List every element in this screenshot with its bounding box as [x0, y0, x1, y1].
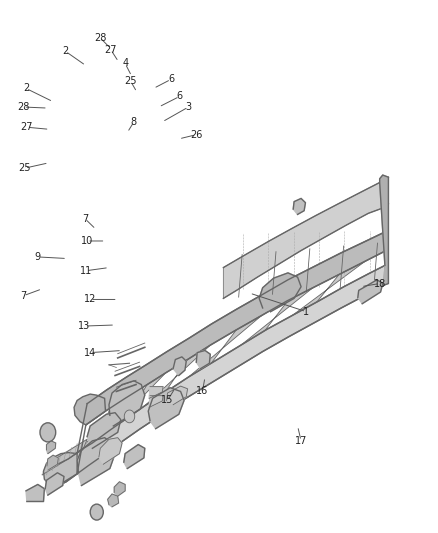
- Polygon shape: [46, 441, 56, 454]
- Polygon shape: [77, 438, 115, 486]
- Polygon shape: [148, 387, 184, 429]
- Text: 13: 13: [78, 321, 91, 331]
- Text: 26: 26: [190, 130, 202, 140]
- Text: 18: 18: [374, 279, 386, 288]
- Polygon shape: [141, 324, 212, 429]
- Polygon shape: [43, 453, 77, 487]
- Text: 28: 28: [17, 102, 30, 112]
- Polygon shape: [109, 381, 145, 426]
- Text: 27: 27: [21, 122, 33, 132]
- Polygon shape: [42, 439, 87, 475]
- Text: 16: 16: [196, 386, 208, 397]
- Polygon shape: [223, 177, 389, 298]
- Polygon shape: [86, 232, 385, 425]
- Text: 2: 2: [62, 46, 68, 56]
- Polygon shape: [149, 386, 163, 398]
- Text: 8: 8: [131, 117, 137, 127]
- Text: 15: 15: [161, 395, 174, 406]
- Polygon shape: [166, 386, 187, 405]
- Circle shape: [124, 410, 135, 423]
- Text: 7: 7: [82, 214, 88, 224]
- Polygon shape: [173, 357, 186, 375]
- Circle shape: [40, 423, 56, 442]
- Polygon shape: [196, 351, 210, 368]
- Polygon shape: [259, 273, 301, 312]
- Polygon shape: [45, 473, 64, 495]
- Text: 9: 9: [35, 252, 41, 262]
- Polygon shape: [380, 175, 389, 285]
- Text: 6: 6: [177, 91, 183, 101]
- Polygon shape: [358, 280, 383, 304]
- Polygon shape: [124, 445, 145, 469]
- Polygon shape: [289, 241, 366, 337]
- Polygon shape: [108, 494, 119, 507]
- Polygon shape: [293, 198, 305, 214]
- Text: 17: 17: [295, 436, 307, 446]
- Polygon shape: [55, 265, 385, 487]
- Polygon shape: [184, 294, 263, 399]
- Text: 4: 4: [122, 59, 128, 68]
- Polygon shape: [47, 455, 58, 470]
- Text: 6: 6: [168, 75, 174, 84]
- Text: 25: 25: [124, 77, 137, 86]
- Polygon shape: [237, 266, 314, 368]
- Polygon shape: [114, 482, 125, 496]
- Text: 12: 12: [84, 294, 96, 304]
- Text: 25: 25: [18, 163, 31, 173]
- Polygon shape: [74, 394, 106, 425]
- Polygon shape: [26, 484, 44, 502]
- Text: 3: 3: [185, 102, 191, 112]
- Polygon shape: [99, 438, 122, 464]
- Polygon shape: [106, 352, 167, 454]
- Text: 10: 10: [81, 236, 93, 246]
- Text: 11: 11: [80, 266, 92, 276]
- Text: 28: 28: [94, 33, 106, 43]
- Text: 27: 27: [105, 45, 117, 54]
- Text: 2: 2: [23, 83, 29, 93]
- Polygon shape: [87, 413, 121, 448]
- Circle shape: [90, 504, 103, 520]
- Text: 14: 14: [84, 348, 96, 358]
- Polygon shape: [149, 395, 163, 407]
- Text: 7: 7: [20, 290, 27, 301]
- Polygon shape: [77, 377, 127, 474]
- Text: 1: 1: [303, 306, 309, 317]
